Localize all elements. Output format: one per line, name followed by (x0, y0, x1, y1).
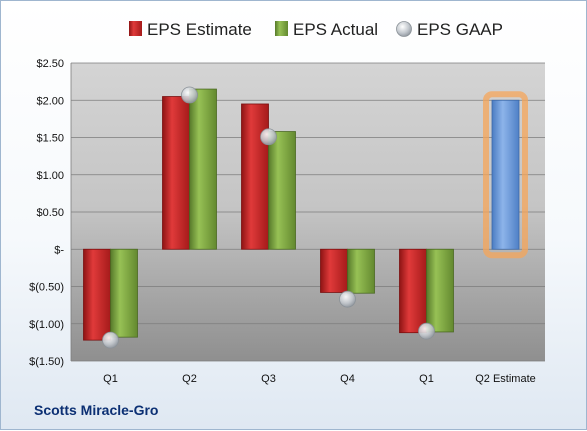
x-axis-ticks: Q1 Q2 Q3 Q4 Q1 Q2 Estimate (103, 373, 536, 385)
x-tick-label: Q1 (103, 373, 118, 385)
bar-eps-estimate (241, 103, 269, 250)
x-tick-label: Q2 (182, 373, 197, 385)
gaap-markers (102, 86, 435, 349)
bar-highlight-q2-estimate (483, 91, 528, 259)
y-tick-label: $(0.50) (29, 282, 64, 294)
bar-eps-estimate (162, 96, 190, 250)
bar-eps-actual (189, 88, 217, 250)
bar-eps-actual (110, 248, 138, 338)
bar-eps-estimate (320, 248, 348, 293)
bar-q2-estimate (491, 99, 520, 250)
legend-label-eps-estimate: EPS Estimate (147, 20, 252, 39)
legend-swatch-eps-actual (275, 21, 288, 36)
legend-label-eps-gaap: EPS GAAP (417, 20, 503, 39)
legend-marker-eps-gaap (396, 21, 412, 37)
bar-eps-estimate (399, 248, 427, 334)
x-tick-label: Q3 (261, 373, 276, 385)
y-tick-label: $(1.00) (29, 319, 64, 331)
bar-eps-actual (347, 248, 375, 294)
y-tick-label: $2.00 (36, 95, 64, 107)
marker-eps-gaap (102, 331, 119, 349)
legend: EPS Estimate EPS Actual EPS GAAP (129, 20, 503, 39)
y-tick-label: $1.00 (36, 170, 64, 182)
gridlines (70, 62, 545, 362)
marker-eps-gaap (181, 86, 198, 104)
marker-eps-gaap (339, 290, 356, 308)
y-tick-label: $2.50 (36, 58, 64, 70)
bar-eps-estimate (83, 248, 111, 341)
bars (83, 88, 528, 341)
marker-eps-gaap (260, 128, 277, 146)
x-tick-label: Q1 (419, 373, 434, 385)
y-tick-label: $(1.50) (29, 356, 64, 368)
x-tick-label: Q4 (340, 373, 355, 385)
x-tick-label: Q2 Estimate (475, 373, 536, 385)
bar-eps-actual (268, 131, 296, 250)
company-name: Scotts Miracle-Gro (34, 402, 159, 418)
marker-eps-gaap (418, 322, 435, 340)
legend-swatch-eps-estimate (129, 21, 142, 36)
legend-label-eps-actual: EPS Actual (293, 20, 378, 39)
y-tick-label: $0.50 (36, 207, 64, 219)
y-axis-ticks: $2.50 $2.00 $1.50 $1.00 $0.50 $- $(0.50) $(1.00… (29, 58, 64, 368)
y-tick-label: $- (54, 244, 64, 256)
y-tick-label: $1.50 (36, 133, 64, 145)
bar-eps-actual (426, 248, 454, 333)
